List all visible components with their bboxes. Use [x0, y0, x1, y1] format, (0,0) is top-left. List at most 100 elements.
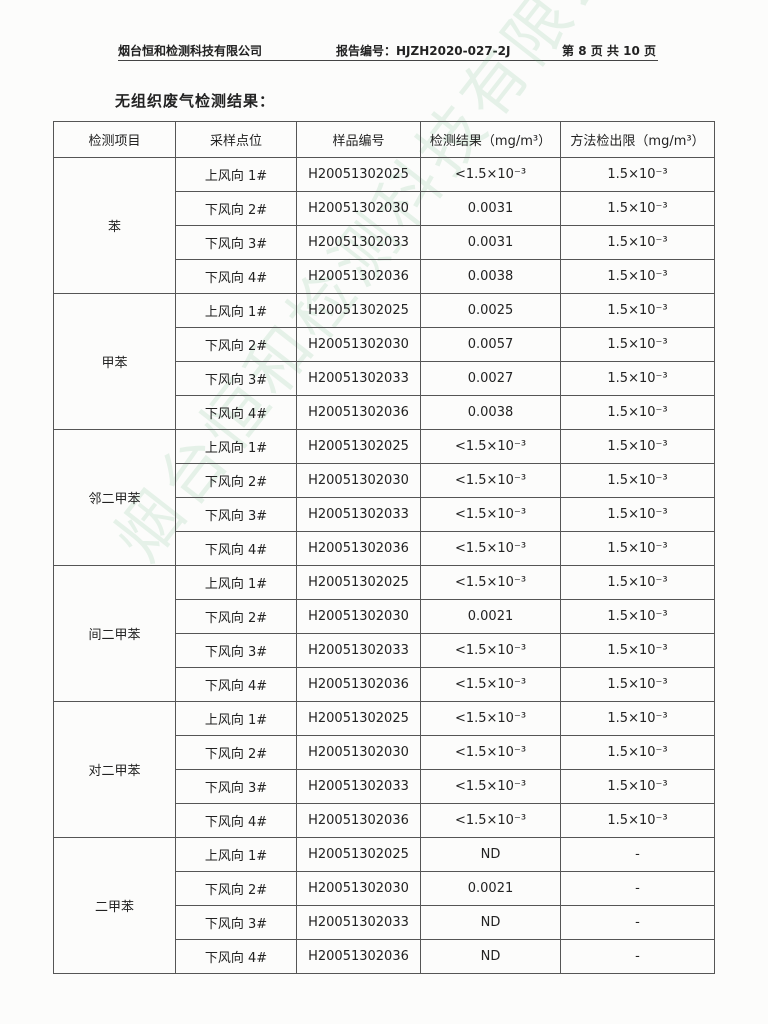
report-number: 报告编号：HJZH2020-027-2J [336, 44, 511, 58]
test-result: 0.0021 [420, 871, 561, 906]
table-row: 下风向 2# H20051302030 0.0031 1.5×10⁻³ [54, 191, 715, 226]
table-row: 二甲苯 上风向 1# H20051302025 ND - [53, 837, 715, 974]
detection-limit: - [560, 837, 715, 872]
sample-id: H20051302025 [296, 837, 421, 872]
table-row: 下风向 4# H20051302036 <1.5×10⁻³ 1.5×10⁻³ [54, 667, 715, 702]
detection-limit: 1.5×10⁻³ [560, 191, 715, 226]
table-row: 下风向 3# H20051302033 <1.5×10⁻³ 1.5×10⁻³ [54, 497, 715, 532]
sampling-point: 下风向 2# [175, 191, 297, 226]
table-row: 下风向 4# H20051302036 0.0038 1.5×10⁻³ [54, 259, 715, 294]
sample-id: H20051302025 [296, 429, 421, 464]
test-result: ND [420, 939, 561, 974]
sample-id: H20051302036 [296, 395, 421, 430]
table-row: 间二甲苯 上风向 1# H20051302025 <1.5×10⁻³ 1.5×10⁻³ [53, 565, 715, 702]
test-result: 0.0025 [420, 293, 561, 328]
sampling-point: 下风向 2# [175, 463, 297, 498]
test-result: <1.5×10⁻³ [420, 633, 561, 668]
detection-limit: - [560, 871, 715, 906]
table-row: 苯上风向 1# H20051302025 <1.5×10⁻³ 1.5×10⁻³ [53, 157, 715, 294]
col-header: 检测项目 [53, 121, 176, 158]
test-result: <1.5×10⁻³ [420, 565, 561, 600]
sampling-point: 下风向 3# [175, 769, 297, 804]
table-row: 下风向 3# H20051302033 <1.5×10⁻³ 1.5×10⁻³ [54, 769, 715, 804]
test-result: <1.5×10⁻³ [420, 531, 561, 566]
detection-limit: 1.5×10⁻³ [560, 157, 715, 192]
test-item: 对二甲苯 [53, 701, 176, 838]
col-header: 检测结果（mg/m³） [420, 121, 561, 158]
sampling-point: 下风向 4# [175, 803, 297, 838]
test-result: 0.0031 [420, 191, 561, 226]
sample-id: H20051302036 [296, 259, 421, 294]
detection-limit: 1.5×10⁻³ [560, 667, 715, 702]
table-row: 下风向 2# H20051302030 0.0057 1.5×10⁻³ [54, 327, 715, 362]
test-result: <1.5×10⁻³ [420, 803, 561, 838]
test-result: 0.0021 [420, 599, 561, 634]
sample-id: H20051302036 [296, 667, 421, 702]
sampling-point: 下风向 2# [175, 735, 297, 770]
sampling-point: 下风向 4# [175, 667, 297, 702]
sampling-point: 上风向 1# [175, 293, 297, 328]
sample-id: H20051302033 [296, 225, 421, 260]
sampling-point: 下风向 2# [175, 871, 297, 906]
table-row: 邻二甲苯 上风向 1# H20051302025 <1.5×10⁻³ 1.5×10⁻³ [53, 429, 715, 566]
sample-id: H20051302025 [296, 701, 421, 736]
sample-id: H20051302025 [296, 293, 421, 328]
table-row: 甲苯 上风向 1# H20051302025 0.0025 1.5×10⁻³ [53, 293, 715, 430]
results-table: 检测项目 采样点位 样品编号 检测结果（mg/m³） 方法检出限（mg/m³） … [53, 121, 715, 974]
sample-id: H20051302033 [296, 769, 421, 804]
table-row: 下风向 3# H20051302033 0.0027 1.5×10⁻³ [54, 361, 715, 396]
table-row: 下风向 4# H20051302036 <1.5×10⁻³ 1.5×10⁻³ [54, 803, 715, 838]
detection-limit: 1.5×10⁻³ [560, 395, 715, 430]
table-row: 对二甲苯 上风向 1# H20051302025 <1.5×10⁻³ 1.5×10⁻³ [53, 701, 715, 838]
section-title: 无组织废气检测结果： [115, 92, 276, 110]
detection-limit: 1.5×10⁻³ [560, 769, 715, 804]
detection-limit: 1.5×10⁻³ [560, 599, 715, 634]
detection-limit: 1.5×10⁻³ [560, 463, 715, 498]
test-result: <1.5×10⁻³ [420, 463, 561, 498]
sample-id: H20051302036 [296, 803, 421, 838]
detection-limit: 1.5×10⁻³ [560, 497, 715, 532]
test-item: 苯 [53, 157, 176, 294]
test-result: <1.5×10⁻³ [420, 735, 561, 770]
col-header: 样品编号 [296, 121, 421, 158]
test-result: 0.0027 [420, 361, 561, 396]
test-result: ND [420, 837, 561, 872]
detection-limit: 1.5×10⁻³ [560, 531, 715, 566]
sample-id: H20051302033 [296, 361, 421, 396]
table-header-row: 检测项目 采样点位 样品编号 检测结果（mg/m³） 方法检出限（mg/m³） [53, 121, 715, 158]
sample-id: H20051302030 [296, 735, 421, 770]
sampling-point: 下风向 4# [175, 259, 297, 294]
sample-id: H20051302030 [296, 463, 421, 498]
sampling-point: 下风向 2# [175, 327, 297, 362]
sampling-point: 下风向 2# [175, 599, 297, 634]
detection-limit: 1.5×10⁻³ [560, 633, 715, 668]
sampling-point: 下风向 4# [175, 531, 297, 566]
test-item: 间二甲苯 [53, 565, 176, 702]
sampling-point: 下风向 3# [175, 497, 297, 532]
sample-id: H20051302033 [296, 905, 421, 940]
test-result: ND [420, 905, 561, 940]
sample-id: H20051302033 [296, 497, 421, 532]
table-row: 下风向 4# H20051302036 0.0038 1.5×10⁻³ [54, 395, 715, 430]
page-header: 烟台恒和检测科技有限公司 报告编号：HJZH2020-027-2J 第 8 页 … [118, 40, 658, 61]
sampling-point: 下风向 3# [175, 361, 297, 396]
table-row: 下风向 2# H20051302030 <1.5×10⁻³ 1.5×10⁻³ [54, 735, 715, 770]
detection-limit: 1.5×10⁻³ [560, 327, 715, 362]
test-result: <1.5×10⁻³ [420, 157, 561, 192]
sampling-point: 下风向 4# [175, 939, 297, 974]
detection-limit: 1.5×10⁻³ [560, 701, 715, 736]
sampling-point: 上风向 1# [175, 157, 297, 192]
detection-limit: 1.5×10⁻³ [560, 803, 715, 838]
test-result: <1.5×10⁻³ [420, 667, 561, 702]
sample-id: H20051302030 [296, 327, 421, 362]
detection-limit: - [560, 905, 715, 940]
sampling-point: 下风向 3# [175, 633, 297, 668]
test-result: <1.5×10⁻³ [420, 701, 561, 736]
sample-id: H20051302030 [296, 599, 421, 634]
detection-limit: 1.5×10⁻³ [560, 293, 715, 328]
detection-limit: 1.5×10⁻³ [560, 429, 715, 464]
sampling-point: 上风向 1# [175, 429, 297, 464]
test-result: 0.0038 [420, 259, 561, 294]
detection-limit: 1.5×10⁻³ [560, 225, 715, 260]
test-result: <1.5×10⁻³ [420, 769, 561, 804]
